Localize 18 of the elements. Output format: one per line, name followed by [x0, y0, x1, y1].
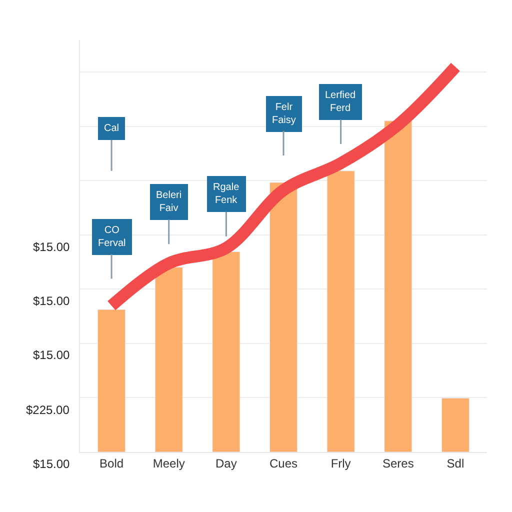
x-tick-label: Frly	[330, 456, 351, 470]
x-tick-label: Sdl	[446, 456, 464, 470]
annotation: Beleri Faiv	[156, 190, 182, 214]
annotation: Cal	[104, 123, 120, 134]
x-tick-label: Day	[216, 456, 237, 470]
annotation: Rgale Fenk	[213, 182, 240, 206]
annotation: Felr Faisy	[272, 102, 296, 126]
x-tick-label: Seres	[382, 456, 414, 470]
annotation: CO Ferval	[98, 225, 126, 249]
text: $15.00	[33, 348, 70, 362]
text: $225.00	[26, 403, 70, 417]
text: $15.00	[33, 457, 70, 471]
annotation: Lerfied Ferd	[325, 90, 356, 114]
x-tick-label: Bold	[100, 456, 124, 470]
text: $15.00	[33, 294, 70, 308]
x-tick-label: Meely	[152, 456, 185, 470]
text: $15.00	[33, 240, 70, 254]
x-tick-label: Cues	[269, 456, 298, 470]
